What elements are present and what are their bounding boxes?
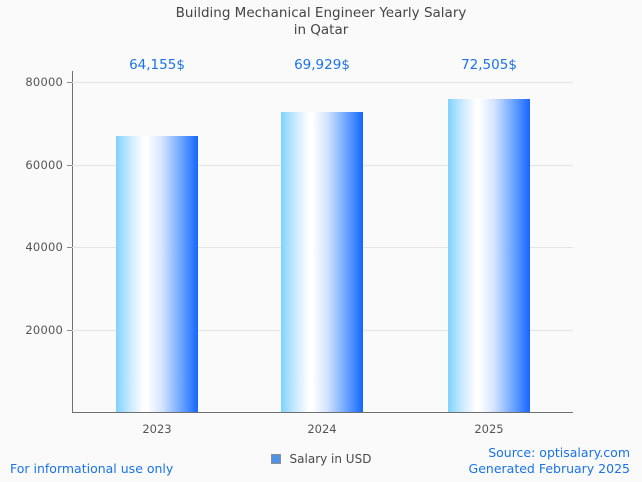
x-tick-label-2024: 2024 (307, 422, 337, 436)
chart-legend: Salary in USD (0, 452, 642, 466)
y-tick-label-60000: 60000 (25, 157, 63, 172)
chart-title-line-1: Building Mechanical Engineer Yearly Sala… (175, 5, 467, 21)
x-tick-label-2023: 2023 (142, 422, 172, 436)
bar-2025[interactable] (448, 99, 530, 412)
tick-mark-20000 (67, 329, 72, 331)
bar-value-2023: 64,155$ (129, 57, 185, 73)
y-tick-label-20000: 20000 (25, 322, 63, 337)
gridline-80000 (72, 82, 573, 83)
bar-2023[interactable] (116, 136, 198, 412)
tick-mark-40000 (67, 247, 72, 248)
legend-swatch-salary-in-usd[interactable] (270, 454, 281, 464)
disclaimer-text: For informational use only (10, 461, 174, 476)
x-axis-line (72, 412, 573, 413)
source-text: Source: optisalary.com (488, 445, 630, 460)
plot-area: 20000 40000 60000 80000 64,155$ 69,929$ … (25, 57, 573, 436)
bar-2024[interactable] (281, 112, 363, 412)
y-axis-line (72, 71, 73, 413)
y-tick-label-80000: 80000 (25, 75, 63, 89)
bar-value-2025: 72,505$ (461, 57, 517, 73)
source-block: Source: optisalary.com Generated Februar… (469, 445, 630, 477)
generated-text: Generated February 2025 (468, 461, 630, 476)
y-tick-label-40000: 40000 (25, 240, 63, 254)
bar-value-2024: 69,929$ (294, 57, 350, 73)
chart-title-line-2: in Qatar (293, 22, 349, 38)
tick-mark-80000 (67, 82, 72, 83)
tick-mark-60000 (67, 164, 72, 166)
legend-label-salary-in-usd: Salary in USD (289, 452, 372, 466)
x-tick-label-2025: 2025 (474, 422, 504, 436)
chart-title: Building Mechanical Engineer Yearly Sala… (0, 5, 642, 39)
